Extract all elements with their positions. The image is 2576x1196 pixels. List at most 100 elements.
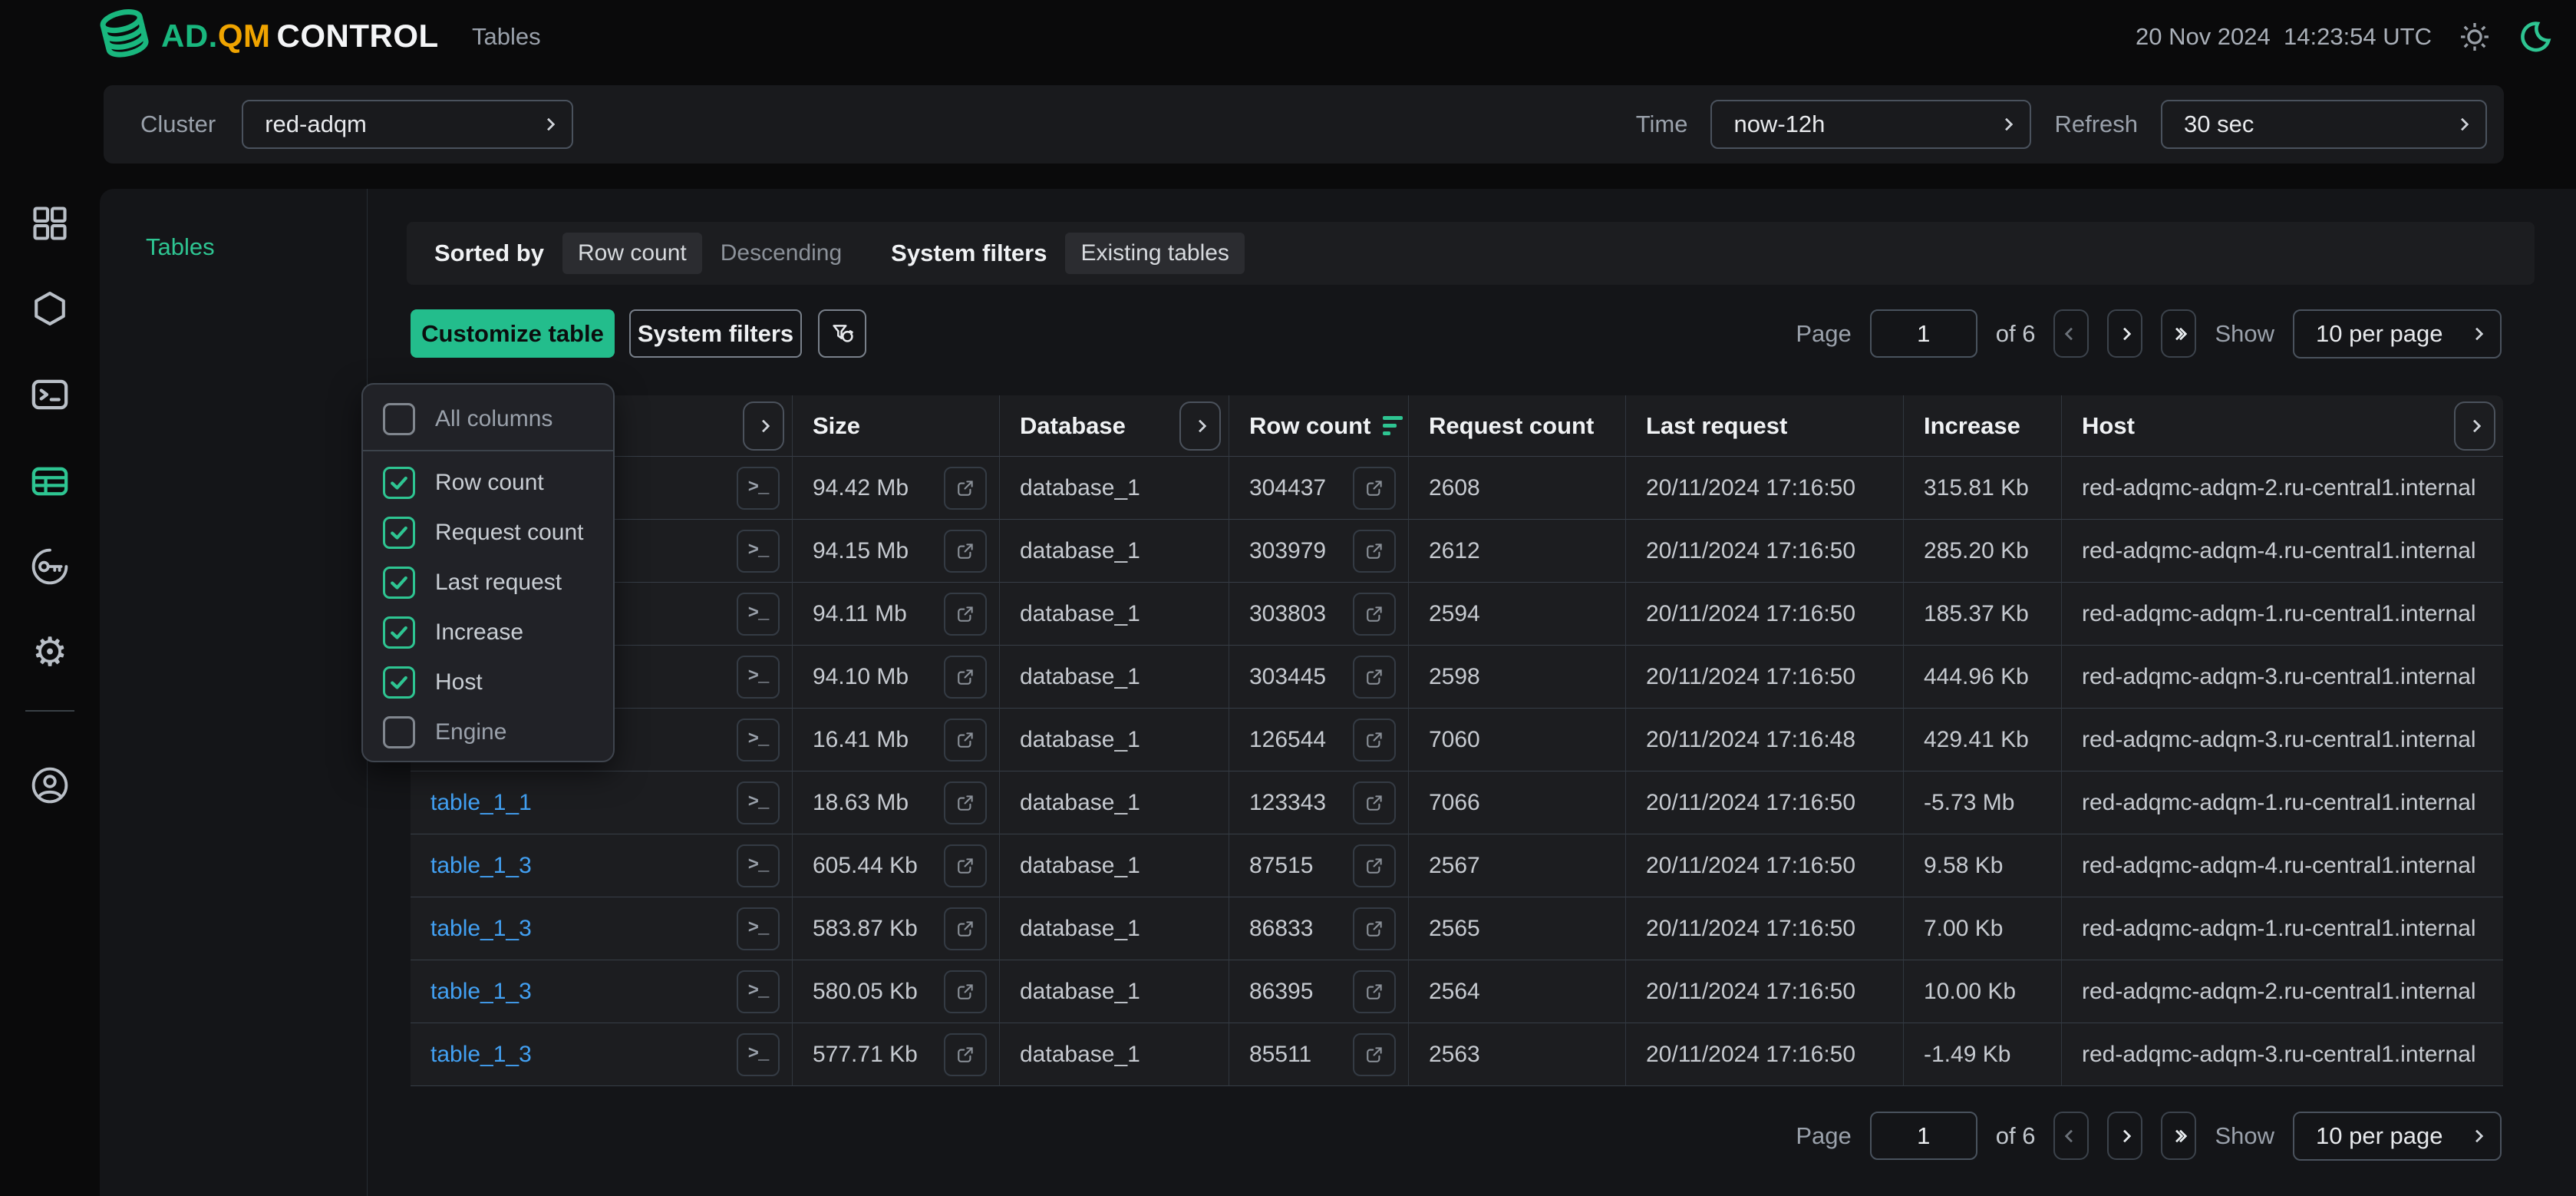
increase-value: 9.58 Kb [1924,852,2004,878]
terminal-button[interactable]: >_ [737,466,780,510]
terminal-button[interactable]: >_ [737,529,780,573]
open-chart-button[interactable] [944,466,987,510]
sidebar-item-tables-label[interactable]: Tables [146,233,215,260]
time-range-select[interactable]: now-12h [1710,100,2032,149]
cell-row-count: 303445 [1229,646,1409,709]
expand-column-button[interactable] [2454,401,2495,451]
cell-last-request: 20/11/2024 17:16:50 [1626,834,1904,897]
open-chart-button[interactable] [1353,718,1396,762]
checkbox-checked-icon[interactable] [383,516,415,549]
page-total-label: of 6 [1995,319,2036,347]
next-page-button[interactable] [2107,309,2143,358]
cell-database: database_1 [1000,834,1229,897]
sidebar-item-tables[interactable] [0,460,100,503]
expand-column-button[interactable] [743,401,784,451]
page-number-input[interactable] [1869,1112,1977,1160]
reset-filters-button[interactable] [818,309,866,358]
dark-theme-moon-icon[interactable] [2518,19,2553,55]
topnav-tables-link[interactable]: Tables [472,23,541,50]
open-chart-button[interactable] [944,529,987,573]
column-header-request_count[interactable]: Request count [1409,395,1626,457]
expand-column-button[interactable] [1179,401,1221,451]
checkbox-checked-icon[interactable] [383,616,415,649]
open-chart-button[interactable] [944,592,987,636]
columns-menu-item[interactable]: Host [363,657,613,707]
column-header-increase[interactable]: Increase [1904,395,2062,457]
columns-menu-item[interactable]: Last request [363,557,613,607]
page-number-input[interactable] [1869,309,1977,358]
column-header-row_count[interactable]: Row count [1229,395,1409,457]
open-chart-button[interactable] [1353,844,1396,887]
terminal-button[interactable]: >_ [737,970,780,1013]
terminal-button[interactable]: >_ [737,844,780,887]
last-page-button[interactable] [2161,1112,2197,1160]
sidebar-item-dashboard[interactable] [0,202,100,245]
table-name-link[interactable]: table_1_1 [430,789,532,815]
columns-menu-item-all[interactable]: All columns [363,394,613,444]
sidebar-item-console[interactable] [0,373,100,416]
column-header-host[interactable]: Host [2062,395,2503,457]
system-filters-button[interactable]: System filters [629,309,802,358]
chevron-right-icon [2000,117,2014,131]
table-name-link[interactable]: table_1_3 [430,852,532,878]
prev-page-button[interactable] [2053,309,2089,358]
open-chart-button[interactable] [1353,655,1396,699]
cell-increase: 285.20 Kb [1904,520,2062,583]
sidebar-item-cluster[interactable] [0,287,100,330]
sort-descending-icon[interactable] [1383,416,1403,435]
open-chart-button[interactable] [944,970,987,1013]
columns-menu-item[interactable]: Row count [363,458,613,507]
open-chart-button[interactable] [944,907,987,950]
checkbox-unchecked-icon[interactable] [383,715,415,748]
cluster-select[interactable]: red-adqm [242,100,574,149]
terminal-button[interactable]: >_ [737,1032,780,1076]
per-page-select[interactable]: 10 per page [2293,1111,2502,1161]
open-chart-button[interactable] [944,844,987,887]
increase-value: 7.00 Kb [1924,915,2004,941]
cell-host: red-adqmc-adqm-4.ru-central1.internal [2062,520,2503,583]
columns-menu-item[interactable]: Engine [363,707,613,757]
next-page-button[interactable] [2107,1112,2143,1160]
open-chart-button[interactable] [944,781,987,824]
terminal-button[interactable]: >_ [737,907,780,950]
terminal-prompt-icon: >_ [747,1044,770,1065]
column-header-database[interactable]: Database [1000,395,1229,457]
checkbox-checked-icon[interactable] [383,666,415,699]
terminal-prompt-icon: >_ [747,603,770,624]
open-chart-button[interactable] [1353,1032,1396,1076]
open-chart-button[interactable] [1353,970,1396,1013]
light-theme-sun-icon[interactable] [2458,20,2492,54]
terminal-button[interactable]: >_ [737,718,780,762]
checkbox-unchecked-icon[interactable] [383,402,415,435]
open-chart-button[interactable] [1353,592,1396,636]
last-page-button[interactable] [2161,309,2197,358]
open-chart-button[interactable] [1353,529,1396,573]
sidebar-item-access-keys[interactable] [0,545,100,588]
open-chart-button[interactable] [944,1032,987,1076]
checkbox-checked-icon[interactable] [383,566,415,599]
per-page-select[interactable]: 10 per page [2293,309,2502,358]
open-chart-button[interactable] [1353,907,1396,950]
refresh-interval-select[interactable]: 30 sec [2161,100,2487,149]
sidebar-item-account[interactable] [0,764,100,807]
sidebar-item-settings[interactable]: ⚙ [0,631,100,674]
columns-menu-item[interactable]: Increase [363,607,613,657]
column-header-size[interactable]: Size [793,395,1000,457]
prev-page-button[interactable] [2053,1112,2089,1160]
terminal-button[interactable]: >_ [737,655,780,699]
open-chart-button[interactable] [1353,781,1396,824]
open-chart-button[interactable] [1353,466,1396,510]
customize-table-button[interactable]: Customize table [411,309,615,358]
sort-summary-bar: Sorted by Row count Descending System fi… [407,222,2535,285]
open-chart-button[interactable] [944,655,987,699]
column-header-last_request[interactable]: Last request [1626,395,1904,457]
columns-menu-item[interactable]: Request count [363,507,613,557]
cell-last-request: 20/11/2024 17:16:48 [1626,709,1904,771]
checkbox-checked-icon[interactable] [383,466,415,499]
open-chart-button[interactable] [944,718,987,762]
table-name-link[interactable]: table_1_3 [430,978,532,1004]
terminal-button[interactable]: >_ [737,592,780,636]
table-name-link[interactable]: table_1_3 [430,1041,532,1067]
table-name-link[interactable]: table_1_3 [430,915,532,941]
terminal-button[interactable]: >_ [737,781,780,824]
